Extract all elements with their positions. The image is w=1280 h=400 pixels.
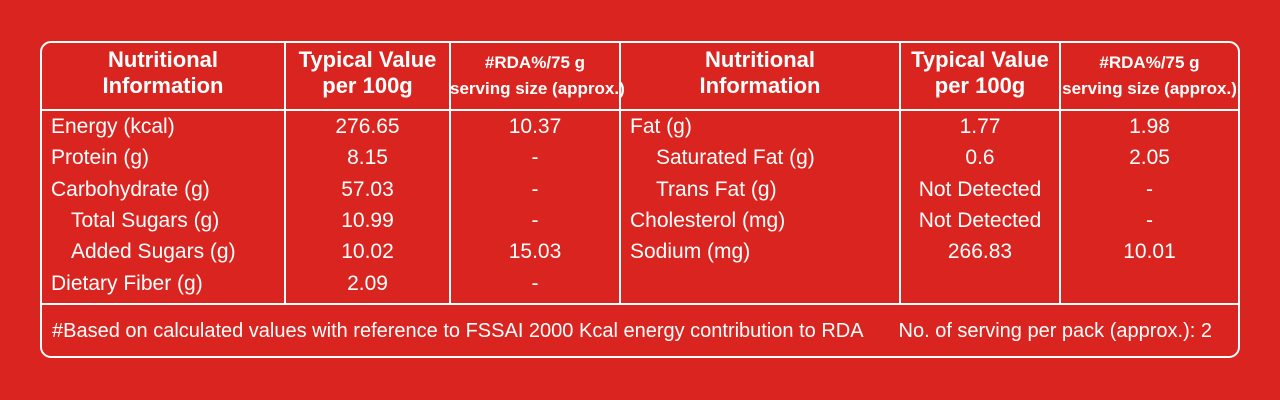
header-cell: Nutritional Information xyxy=(41,47,285,99)
header-cell: Typical Value per 100g xyxy=(900,47,1060,99)
column-lines xyxy=(284,42,1061,304)
typical-value: 57.03 xyxy=(341,177,394,201)
typical-value: 266.83 xyxy=(947,240,1013,264)
header-line: Typical Value xyxy=(298,47,437,72)
typical-value: 2.09 xyxy=(347,271,388,295)
header-line: serving size (approx.) xyxy=(450,79,625,98)
footer-note: #Based on calculated values with referen… xyxy=(52,320,864,342)
header-line: per 100g xyxy=(934,73,1026,98)
header-cell: #RDA%/75 g serving size (approx.) xyxy=(450,50,625,102)
typical-value: Not Detected xyxy=(918,208,1042,232)
rda-value: 1.98 xyxy=(1129,115,1170,138)
typical-value: 10.02 xyxy=(341,240,394,264)
rda-value: 10.37 xyxy=(508,115,562,138)
header-cell: Typical Value per 100g xyxy=(285,47,450,99)
nutrient-name: Energy (kcal) xyxy=(51,115,175,138)
header-line: per 100g xyxy=(322,73,413,98)
typical-value: 0.6 xyxy=(965,146,995,170)
rda-value: - xyxy=(1146,208,1153,232)
nutrient-name: Protein (g) xyxy=(51,146,150,170)
typical-value: 276.65 xyxy=(335,115,400,138)
header-cell: #RDA%/75 g serving size (approx.) xyxy=(1060,50,1239,102)
rda-value: - xyxy=(531,271,539,295)
rda-value: 10.01 xyxy=(1123,240,1176,264)
nutrient-name: Fat (g) xyxy=(630,115,692,138)
nutrient-name: Cholesterol (mg) xyxy=(630,208,786,232)
rda-value: 2.05 xyxy=(1129,146,1170,170)
typical-value: Not Detected xyxy=(918,177,1042,201)
header-line: Information xyxy=(699,73,821,98)
rda-value: - xyxy=(1146,177,1153,201)
rda-value: - xyxy=(531,146,539,170)
outer-border xyxy=(40,41,1240,358)
header-line: Typical Value xyxy=(911,47,1049,72)
header-line: #RDA%/75 g xyxy=(484,53,586,72)
header-line: Nutritional xyxy=(108,47,218,72)
rda-value: 15.03 xyxy=(508,240,562,264)
header-line: #RDA%/75 g xyxy=(1099,53,1200,72)
header-line: Nutritional xyxy=(705,47,815,72)
header-cell: Nutritional Information xyxy=(620,47,900,99)
footer-servings: No. of serving per pack (approx.): 2 xyxy=(898,320,1212,342)
nutrient-name: Sodium (mg) xyxy=(630,240,751,264)
nutrient-name: Total Sugars (g) xyxy=(71,208,220,232)
header-line: Information xyxy=(102,73,224,98)
typical-value: 8.15 xyxy=(347,146,388,170)
typical-value: 10.99 xyxy=(341,208,394,232)
nutrient-name: Dietary Fiber (g) xyxy=(51,271,203,295)
rda-value: - xyxy=(531,208,539,232)
nutrient-name: Carbohydrate (g) xyxy=(51,177,210,201)
rda-value: - xyxy=(531,177,539,201)
nutrient-name: Saturated Fat (g) xyxy=(656,146,815,170)
nutrient-name: Added Sugars (g) xyxy=(71,240,236,264)
typical-value: 1.77 xyxy=(959,115,1001,138)
nutrient-name: Trans Fat (g) xyxy=(656,177,777,201)
header-line: serving size (approx.) xyxy=(1062,79,1237,98)
